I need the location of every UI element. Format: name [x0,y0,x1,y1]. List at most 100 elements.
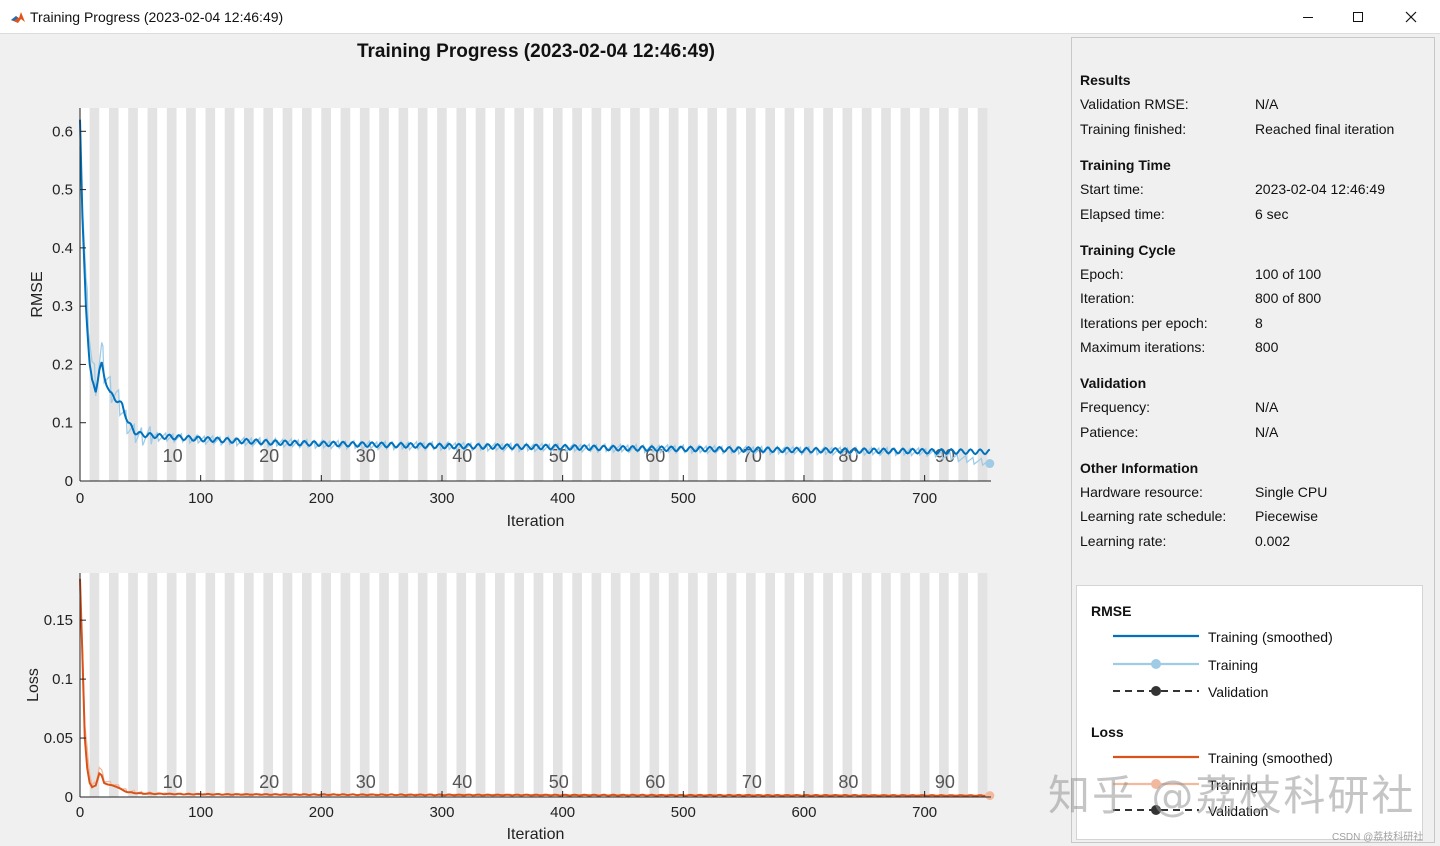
loss-epoch-band-light [717,573,727,797]
loss-epoch-band [552,573,563,797]
loss-epoch-label: 40 [452,772,472,792]
rmse-epoch-band [533,108,544,481]
window-title: Training Progress (2023-02-04 12:46:49) [30,9,284,25]
loss-epoch-band [475,573,486,797]
rmse-x-tick-label: 500 [671,490,696,507]
rmse-epoch-band [340,108,351,481]
loss-epoch-label: 70 [742,772,762,792]
loss-epoch-band [340,573,351,797]
legend-rmse-validation-label: Validation [1208,684,1269,700]
training-finished-value: Reached final iteration [1255,121,1395,137]
loss-epoch-band [842,573,853,797]
lr-value: 0.002 [1255,533,1291,549]
rmse-y-tick-label: 0.5 [52,182,73,199]
loss-y-tick-label: 0.1 [52,671,73,688]
loss-epoch-band-light [408,573,418,797]
loss-epoch-label: 80 [838,772,858,792]
loss-epoch-band-light [639,573,650,797]
rmse-epoch-band [147,108,158,481]
loss-epoch-band [707,573,718,797]
loss-x-tick-label: 300 [429,804,454,821]
loss-epoch-band-light [427,573,438,797]
rmse-epoch-band-light [697,108,708,481]
loss-epoch-band-light [910,573,920,797]
rmse-epoch-band [649,108,660,481]
minimize-button[interactable] [1281,0,1335,34]
rmse-epoch-band [224,108,235,481]
hardware-label: Hardware resource: [1080,484,1203,500]
loss-epoch-band [881,573,891,797]
loss-epoch-band-light [852,573,862,797]
loss-epoch-band [302,573,312,797]
loss-epoch-bands [80,573,988,797]
rmse-epoch-band [495,108,505,481]
loss-epoch-band [263,573,274,797]
rmse-epoch-band-light [717,108,727,481]
window-title-bar[interactable]: Training Progress (2023-02-04 12:46:49) [0,0,1440,34]
rmse-x-tick-label: 700 [912,490,937,507]
rmse-epoch-band [552,108,563,481]
loss-epoch-band-light [755,573,766,797]
matlab-logo-icon [10,9,26,25]
rmse-epoch-band [958,108,969,481]
rmse-epoch-band [398,108,409,481]
loss-epoch-band [205,573,216,797]
loss-epoch-band [379,573,389,797]
start-time-label: Start time: [1080,181,1144,197]
loss-epoch-band [823,573,833,797]
loss-axes: 10 20 30 40 50 60 70 80 90 0 0.05 0.1 0.15 0 100 200 300… [25,573,995,843]
loss-epoch-band [166,573,177,797]
rmse-epoch-band [726,108,737,481]
rmse-epoch-band-light [910,108,920,481]
loss-x-tick-label: 100 [188,804,213,821]
rmse-epoch-band-light [601,108,611,481]
loss-epoch-band-light [948,573,959,797]
loss-epoch-label: 20 [259,772,279,792]
training-cycle-heading: Training Cycle [1080,242,1176,258]
rmse-x-tick-label: 300 [429,490,454,507]
rmse-x-tick-label: 0 [76,490,84,507]
rmse-epoch-band-light [369,108,380,481]
training-time-heading: Training Time [1080,157,1171,173]
rmse-epoch-band [591,108,602,481]
rmse-epoch-band [302,108,312,481]
rmse-epoch-bands [80,108,988,481]
rmse-y-tick-label: 0.6 [52,123,73,140]
loss-epoch-band [919,573,930,797]
rmse-epoch-band-light [234,108,245,481]
max-iterations-value: 800 [1255,339,1279,355]
rmse-epoch-band [823,108,833,481]
loss-epoch-band-light [504,573,515,797]
loss-y-tick-label: 0.05 [44,730,73,747]
rmse-epoch-band [263,108,274,481]
maximize-button[interactable] [1331,0,1385,34]
rmse-epoch-band-light [137,108,148,481]
rmse-epoch-band [977,108,988,481]
maximize-icon [1353,12,1363,22]
frequency-value: N/A [1255,399,1279,415]
loss-y-tick-label: 0.15 [44,612,73,629]
loss-epoch-band-light [215,573,225,797]
loss-epoch-band [108,573,119,797]
rmse-epoch-band [842,108,853,481]
loss-epoch-band [610,573,621,797]
close-button[interactable] [1384,0,1438,34]
legend-loss-validation-label: Validation [1208,803,1269,819]
rmse-epoch-band-light [292,108,303,481]
legend-rmse-smoothed-swatch [1113,634,1199,638]
legend-loss-smoothed-swatch [1113,755,1199,759]
loss-final-point [985,791,995,801]
loss-epoch-band [89,573,100,797]
loss-x-tick-label: 500 [671,804,696,821]
loss-epoch-band-light [350,573,360,797]
max-iterations-label: Maximum iterations: [1080,339,1206,355]
rmse-epoch-band [803,108,814,481]
legend-loss-validation-swatch [1113,805,1199,815]
rmse-epoch-band-light [176,108,187,481]
loss-epoch-band-light [601,573,611,797]
loss-epoch-band-light [99,573,109,797]
legend-rmse-heading: RMSE [1091,603,1132,619]
loss-epoch-band-light [369,573,380,797]
training-progress-figure: Training Progress (2023-02-04 12:46:49) … [0,34,1070,846]
